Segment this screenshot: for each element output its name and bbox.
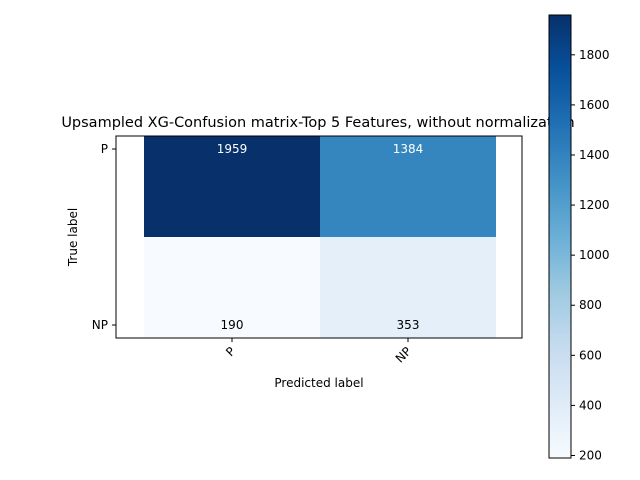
heatmap-cell xyxy=(144,237,320,338)
y-axis-label: True label xyxy=(66,208,80,267)
colorbar-tick-label: 1200 xyxy=(579,198,610,212)
colorbar-tick-label: 200 xyxy=(579,448,602,462)
colorbar-frame xyxy=(548,14,572,459)
colorbar-tick-label: 1600 xyxy=(579,98,610,112)
chart-title: Upsampled XG-Confusion matrix-Top 5 Feat… xyxy=(61,115,574,131)
heatmap-cell xyxy=(144,136,320,237)
heatmap-cells: 1959 1384 190 353 xyxy=(144,136,496,338)
y-tick-label: NP xyxy=(92,318,108,332)
colorbar-tick-label: 400 xyxy=(579,398,602,412)
colorbar-tick-label: 800 xyxy=(579,298,602,312)
x-tick-label: NP xyxy=(393,344,414,365)
x-axis-label: Predicted label xyxy=(274,376,363,390)
plot-frame xyxy=(115,135,523,339)
cell-value-label: 1384 xyxy=(393,142,424,156)
colorbar-ticks: 200 400 600 800 1000 1200 1400 1600 1800 xyxy=(571,48,610,462)
colorbar-tick-label: 1800 xyxy=(579,48,610,62)
y-axis-ticks: P NP xyxy=(92,142,116,332)
colorbar-tick-label: 600 xyxy=(579,348,602,362)
colorbar xyxy=(549,15,571,458)
colorbar-tick-label: 1400 xyxy=(579,148,610,162)
x-axis-ticks: P NP xyxy=(223,338,414,366)
cell-value-label: 353 xyxy=(397,318,420,332)
heatmap-cell xyxy=(320,136,496,237)
y-tick-label: P xyxy=(101,142,108,156)
x-tick-label: P xyxy=(223,344,238,359)
cell-value-label: 190 xyxy=(221,318,244,332)
heatmap-cell xyxy=(320,237,496,338)
cell-value-label: 1959 xyxy=(217,142,248,156)
colorbar-tick-label: 1000 xyxy=(579,248,610,262)
